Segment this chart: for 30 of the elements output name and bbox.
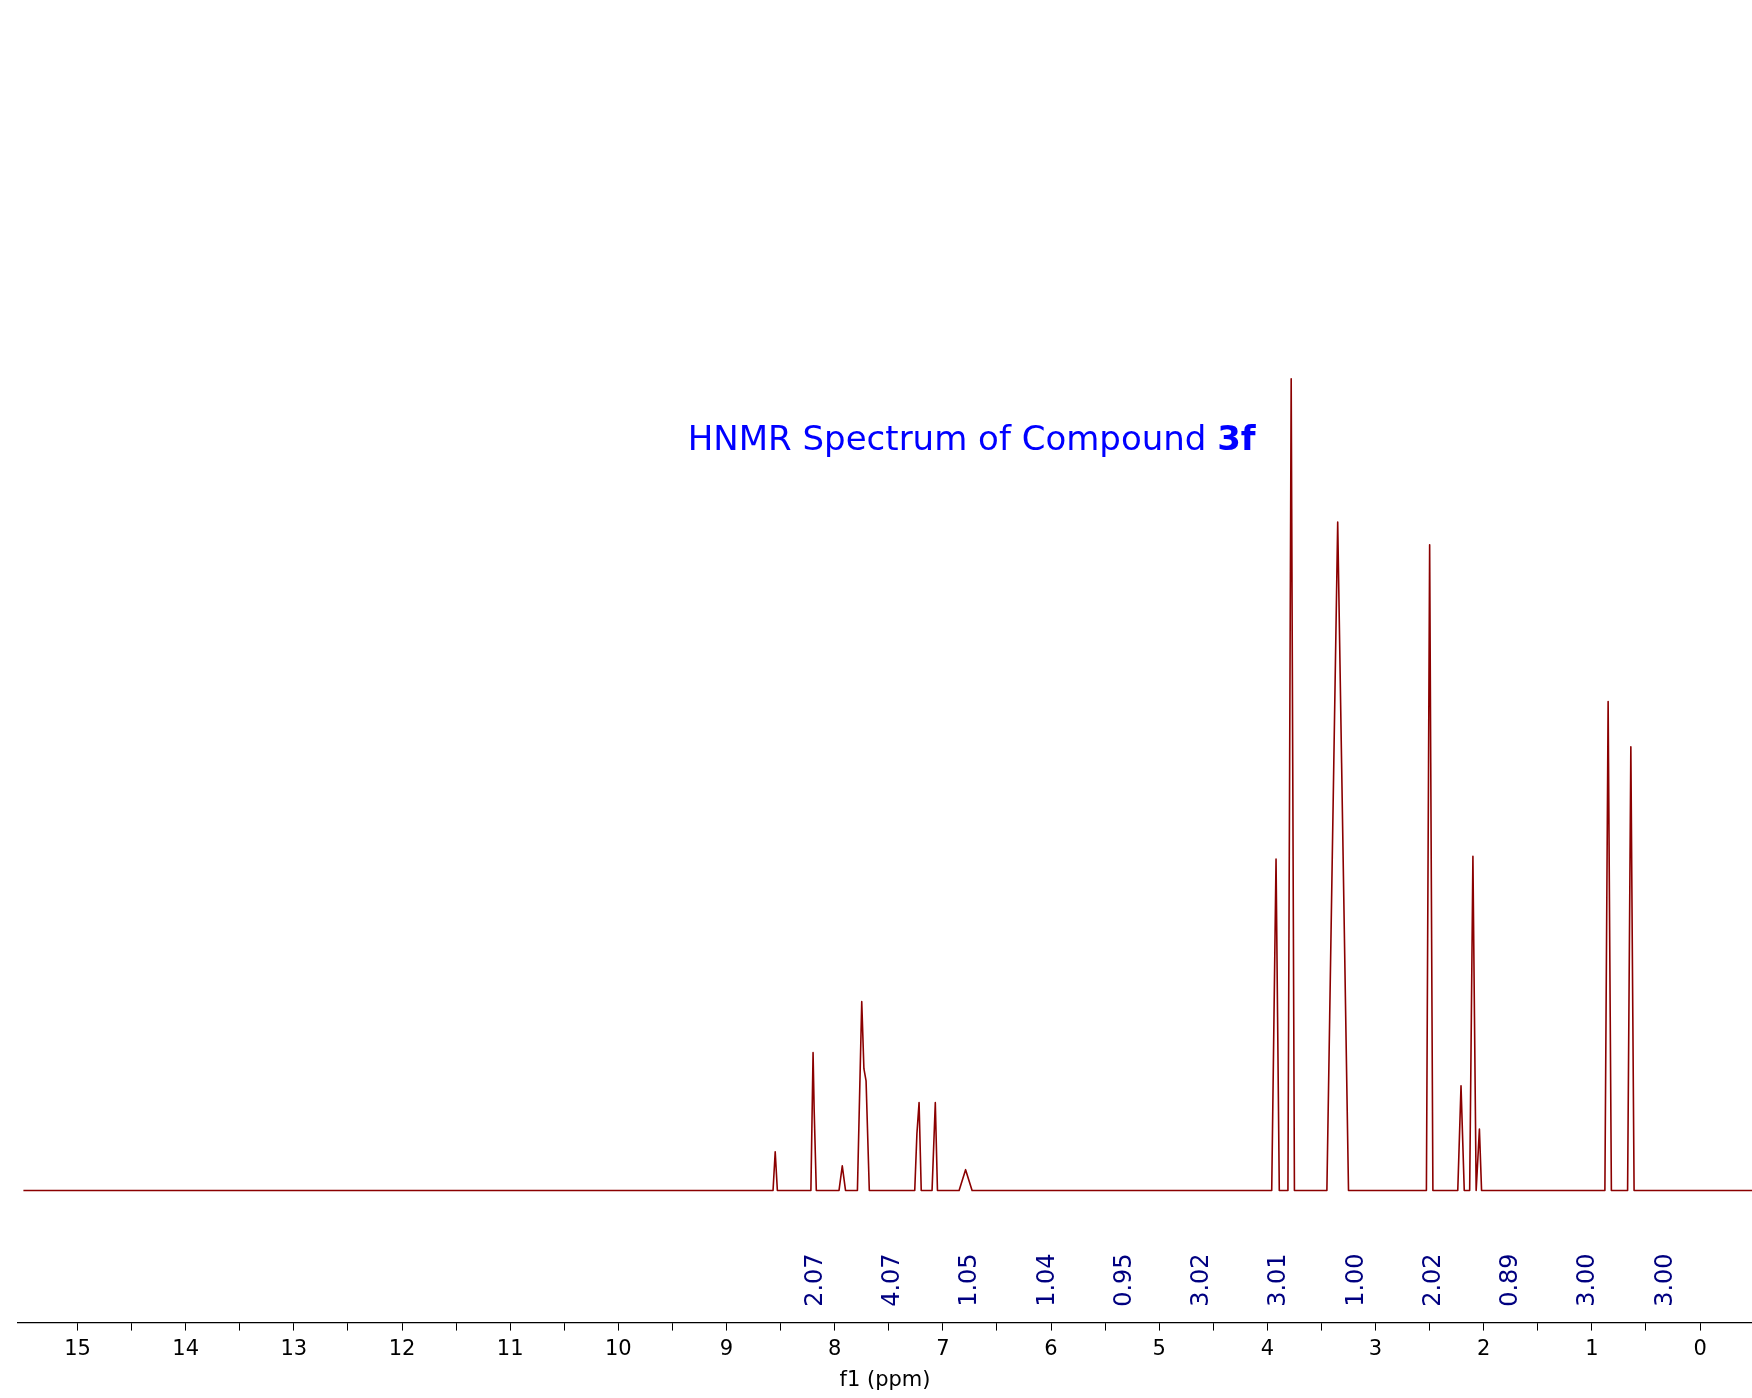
annotation: 3.01: [1263, 1253, 1292, 1307]
x-tick-label: 5: [1152, 1335, 1166, 1360]
x-tick-label: 10: [604, 1335, 632, 1360]
x-tick-label: 8: [828, 1335, 842, 1360]
x-tick-label: 4: [1260, 1335, 1275, 1360]
annotation: 0.95: [1108, 1253, 1137, 1307]
x-tick-label: 2: [1477, 1335, 1491, 1360]
annotation: 1.04: [1031, 1253, 1060, 1307]
annotation: 3.02: [1186, 1253, 1215, 1307]
x-tick-label: 0: [1693, 1335, 1707, 1360]
annotation: 1.00: [1340, 1253, 1369, 1307]
annotation: 2.07: [799, 1253, 828, 1307]
x-tick-label: 14: [172, 1335, 200, 1360]
annotation: 1.05: [954, 1253, 983, 1307]
annotation: 0.89: [1495, 1253, 1524, 1307]
x-tick-label: 11: [496, 1335, 524, 1360]
annotation: 4.07: [877, 1253, 906, 1307]
x-tick-label: 6: [1044, 1335, 1058, 1360]
x-tick-label: 12: [388, 1335, 416, 1360]
text: HNMR Spectrum of Compound 3f: [687, 417, 1257, 458]
x-tick-label: 13: [280, 1335, 308, 1360]
x-axis-title: f1 (ppm): [839, 1366, 931, 1391]
annotation: 2.02: [1417, 1253, 1446, 1307]
x-tick-label: 15: [64, 1335, 91, 1360]
x-tick-label: 1: [1585, 1335, 1599, 1360]
x-tick-label: 3: [1368, 1335, 1383, 1360]
annotation: 3.00: [1649, 1253, 1678, 1307]
x-tick-label: 7: [936, 1335, 950, 1360]
x-tick-label: 9: [719, 1335, 734, 1360]
annotation: 3.00: [1572, 1253, 1601, 1307]
